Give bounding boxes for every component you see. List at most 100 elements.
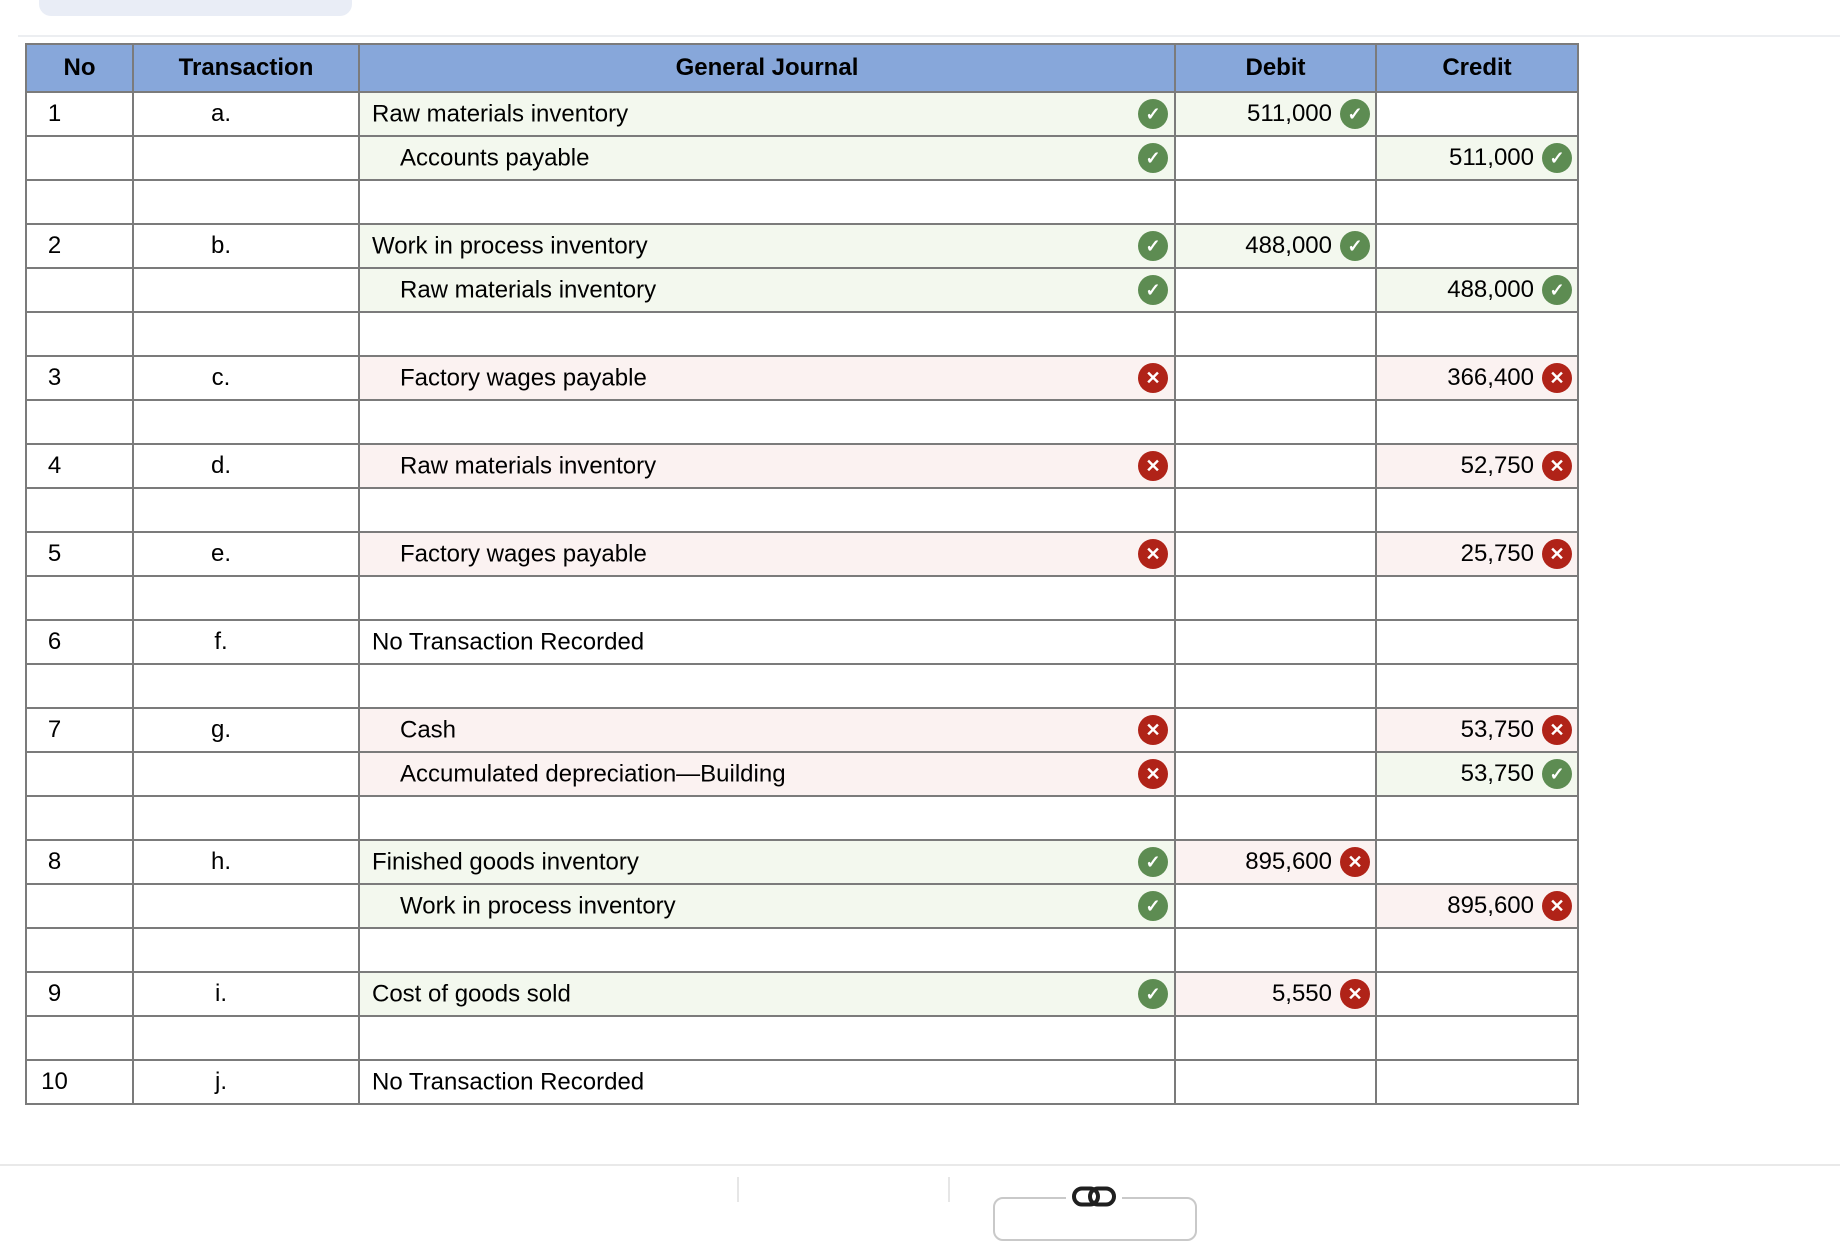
debit-amount-cell [1174, 267, 1377, 313]
entry-number-cell [25, 179, 134, 225]
debit-amount: 488,000 [1245, 232, 1332, 259]
account-title-cell [358, 1015, 1176, 1061]
entry-number-cell [25, 883, 134, 929]
transaction-letter-cell [132, 795, 360, 841]
debit-amount-cell [1174, 399, 1377, 445]
entry-number-cell [25, 135, 134, 181]
credit-amount-cell: 488,000 ✓ [1375, 267, 1579, 313]
debit-amount-cell [1174, 927, 1377, 973]
credit-amount: 895,600 [1447, 892, 1534, 919]
account-title: Accounts payable [400, 144, 590, 172]
transaction-letter-cell [132, 135, 360, 181]
transaction-letter-cell: j. [132, 1059, 360, 1105]
transaction-letter-cell: a. [132, 91, 360, 137]
credit-amount: 25,750 [1460, 540, 1534, 567]
debit-amount-cell [1174, 135, 1377, 181]
general-journal-table: No Transaction General Journal Debit Cre… [25, 43, 1579, 1105]
debit-amount: 511,000 [1247, 100, 1332, 127]
account-title-cell: Raw materials inventory ✓ [358, 267, 1176, 313]
account-title-cell: Accounts payable ✓ [358, 135, 1176, 181]
link-icon [1066, 1185, 1122, 1211]
credit-amount-cell [1375, 399, 1579, 445]
account-title-cell: Cost of goods sold ✓ [358, 971, 1176, 1017]
spacer-row [25, 487, 1579, 533]
debit-amount-cell: 511,000 ✓ [1174, 91, 1377, 137]
entry-number-cell [25, 267, 134, 313]
account-title-cell: Factory wages payable ✕ [358, 355, 1176, 401]
account-title: Finished goods inventory [372, 848, 639, 876]
spacer-row [25, 663, 1579, 709]
transaction-letter-cell [132, 179, 360, 225]
transaction-letter-cell [132, 883, 360, 929]
entry-number-cell [25, 487, 134, 533]
incorrect-x-icon: ✕ [1542, 891, 1572, 921]
credit-amount-cell: 25,750 ✕ [1375, 531, 1579, 577]
correct-check-icon: ✓ [1138, 143, 1168, 173]
account-title-cell [358, 927, 1176, 973]
credit-amount-cell [1375, 575, 1579, 621]
entry-number-cell: 3 [25, 355, 134, 401]
account-title: Factory wages payable [400, 540, 647, 568]
debit-amount-cell [1174, 795, 1377, 841]
account-title-cell: Accumulated depreciation—Building ✕ [358, 751, 1176, 797]
debit-amount-cell [1174, 487, 1377, 533]
correct-check-icon: ✓ [1138, 891, 1168, 921]
transaction-letter-cell: h. [132, 839, 360, 885]
journal-entry-row: 6 f. No Transaction Recorded [25, 619, 1579, 665]
account-title: Cost of goods sold [372, 980, 571, 1008]
credit-amount-cell: 511,000 ✓ [1375, 135, 1579, 181]
entry-number-cell [25, 795, 134, 841]
debit-amount-cell [1174, 311, 1377, 357]
credit-amount-cell [1375, 1059, 1579, 1105]
header-debit: Debit [1174, 43, 1377, 93]
transaction-letter-cell [132, 575, 360, 621]
account-title-cell [358, 399, 1176, 445]
account-title-cell [358, 487, 1176, 533]
transaction-letter-cell: c. [132, 355, 360, 401]
account-title: No Transaction Recorded [372, 628, 645, 656]
footer-panel-edge-left [737, 1177, 739, 1202]
incorrect-x-icon: ✕ [1138, 715, 1168, 745]
credit-amount: 52,750 [1460, 452, 1534, 479]
account-title-cell: Factory wages payable ✕ [358, 531, 1176, 577]
transaction-letter-cell: b. [132, 223, 360, 269]
footer-panel-edge-right [948, 1177, 950, 1202]
journal-entry-row: 2 b. Work in process inventory ✓ 488,000 ✓ [25, 223, 1579, 269]
account-title: Cash [400, 716, 457, 744]
spacer-row [25, 1015, 1579, 1061]
debit-amount-cell [1174, 707, 1377, 753]
spacer-row [25, 927, 1579, 973]
header-no: No [25, 43, 134, 93]
journal-entry-row: 5 e. Factory wages payable ✕ 25,750 ✕ [25, 531, 1579, 577]
entry-number-cell: 1 [25, 91, 134, 137]
account-title-cell: Finished goods inventory ✓ [358, 839, 1176, 885]
credit-amount-cell: 366,400 ✕ [1375, 355, 1579, 401]
debit-amount-cell [1174, 663, 1377, 709]
journal-entry-row: Accounts payable ✓ 511,000 ✓ [25, 135, 1579, 181]
incorrect-x-icon: ✕ [1138, 539, 1168, 569]
account-title: Raw materials inventory [400, 452, 657, 480]
account-title-cell: No Transaction Recorded [358, 1059, 1176, 1105]
spacer-row [25, 795, 1579, 841]
account-title-cell: Raw materials inventory ✕ [358, 443, 1176, 489]
header-row: No Transaction General Journal Debit Cre… [25, 43, 1579, 93]
header-general-journal: General Journal [358, 43, 1176, 93]
incorrect-x-icon: ✕ [1542, 539, 1572, 569]
transaction-letter-cell: f. [132, 619, 360, 665]
entry-number-cell: 10 [25, 1059, 134, 1105]
debit-amount-cell [1174, 355, 1377, 401]
spacer-row [25, 399, 1579, 445]
debit-amount-cell [1174, 443, 1377, 489]
top-toolbar-pill-button[interactable] [39, 0, 352, 16]
journal-entry-row: 8 h. Finished goods inventory ✓ 895,600 ✕ [25, 839, 1579, 885]
transaction-letter-cell: e. [132, 531, 360, 577]
debit-amount-cell [1174, 883, 1377, 929]
entry-number-cell: 6 [25, 619, 134, 665]
spacer-row [25, 311, 1579, 357]
debit-amount: 895,600 [1245, 848, 1332, 875]
credit-amount: 488,000 [1447, 276, 1534, 303]
transaction-letter-cell: i. [132, 971, 360, 1017]
credit-amount: 53,750 [1460, 760, 1534, 787]
debit-amount: 5,550 [1271, 980, 1332, 1007]
credit-amount-cell: 53,750 ✕ [1375, 707, 1579, 753]
